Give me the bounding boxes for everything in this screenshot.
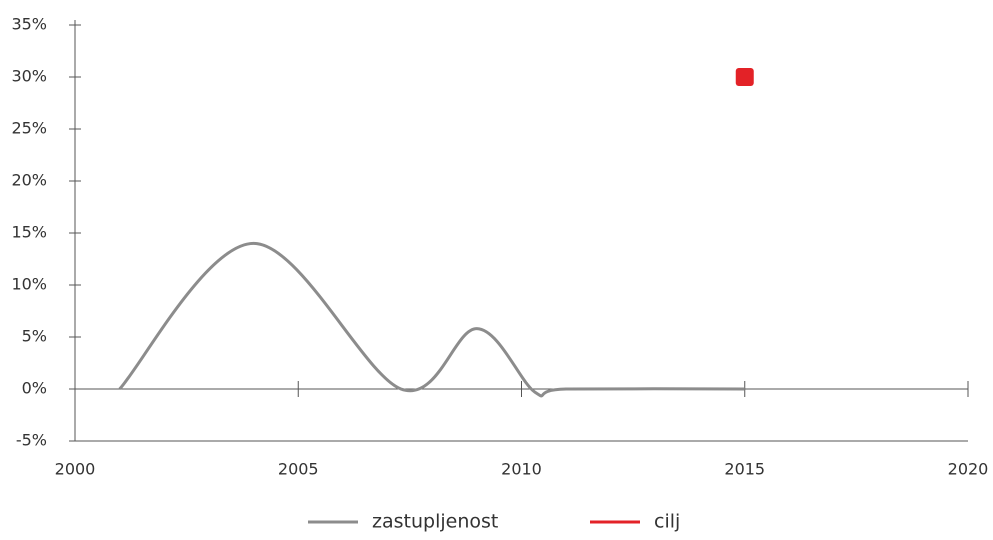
legend-label: cilj <box>654 511 680 533</box>
y-tick-label: 5% <box>22 327 47 346</box>
series-line <box>118 241 745 398</box>
x-tick-label: 2010 <box>501 460 542 479</box>
y-tick-label: 20% <box>11 171 47 190</box>
legend-label: zastupljenost <box>372 511 498 533</box>
y-tick-label: 25% <box>11 119 47 138</box>
y-tick-label: 30% <box>11 67 47 86</box>
y-tick-label: 10% <box>11 275 47 294</box>
y-tick-label: -5% <box>16 431 47 450</box>
x-tick-label: 2020 <box>948 460 989 479</box>
target-marker <box>735 68 754 86</box>
x-tick-label: 2000 <box>55 460 96 479</box>
x-tick-label: 2005 <box>278 460 319 479</box>
y-tick-label: 35% <box>11 15 47 34</box>
y-tick-label: 15% <box>11 223 47 242</box>
y-tick-label: 0% <box>22 379 47 398</box>
x-tick-label: 2015 <box>724 460 765 479</box>
